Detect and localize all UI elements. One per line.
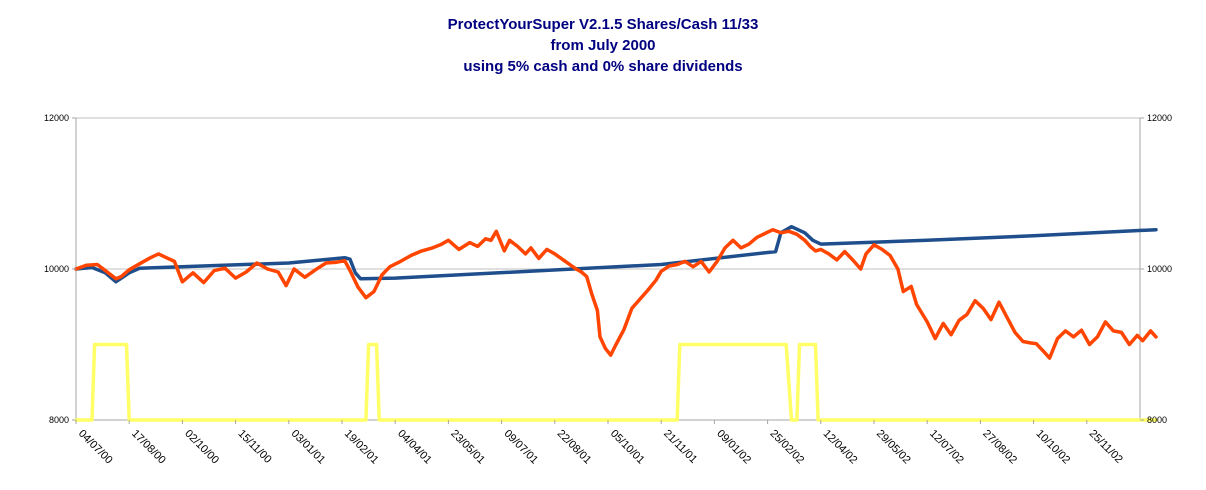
series-line-3 — [74, 342, 1158, 422]
x-tick-label: 29/05/02 — [874, 428, 913, 467]
y-tick-label-right: 10000 — [1147, 264, 1172, 274]
x-tick-label: 10/10/02 — [1033, 428, 1072, 467]
x-tick-label: 04/04/01 — [395, 428, 434, 467]
x-axis-ticks: 04/07/00 17/08/00 02/10/00 15/11/00 03/01/01… — [75, 420, 1125, 467]
y-axis-ticks: 8000 10000 12000 8000 10000 12000 — [44, 113, 1172, 425]
y-tick-label-right: 8000 — [1147, 415, 1167, 425]
x-tick-label: 23/05/01 — [448, 428, 487, 467]
x-tick-label: 17/08/00 — [129, 428, 168, 467]
chart-title-line-2: from July 2000 — [550, 37, 656, 54]
x-tick-label: 19/02/01 — [342, 428, 381, 467]
chart-title-line-3: using 5% cash and 0% share dividends — [463, 58, 743, 75]
gridlines — [76, 117, 1140, 421]
x-tick-label: 27/08/02 — [980, 428, 1019, 467]
series-line-1 — [74, 224, 1158, 284]
x-tick-label: 21/11/01 — [661, 428, 699, 466]
x-tick-label: 04/07/00 — [76, 428, 115, 467]
y-tick-label-left: 12000 — [44, 113, 69, 123]
x-tick-label: 05/10/01 — [608, 428, 647, 467]
x-tick-label: 22/08/01 — [555, 428, 594, 467]
x-tick-label: 25/02/02 — [767, 428, 806, 467]
x-tick-label: 03/01/01 — [289, 428, 328, 467]
x-tick-label: 15/11/00 — [235, 428, 273, 466]
series-line-2 — [74, 227, 1158, 360]
x-tick-label: 09/01/02 — [714, 428, 753, 467]
series-lines — [74, 224, 1158, 422]
x-tick-label: 12/04/02 — [821, 428, 860, 467]
x-tick-label: 12/07/02 — [927, 428, 966, 467]
y-tick-label-right: 12000 — [1147, 113, 1172, 123]
x-tick-label: 09/07/01 — [501, 428, 540, 467]
chart-title-line-1: ProtectYourSuper V2.1.5 Shares/Cash 11/3… — [447, 16, 759, 33]
y-tick-label-left: 8000 — [49, 415, 69, 425]
y-tick-label-left: 10000 — [44, 264, 69, 274]
x-tick-label: 02/10/00 — [182, 428, 221, 467]
x-tick-label: 25/11/02 — [1087, 428, 1125, 466]
